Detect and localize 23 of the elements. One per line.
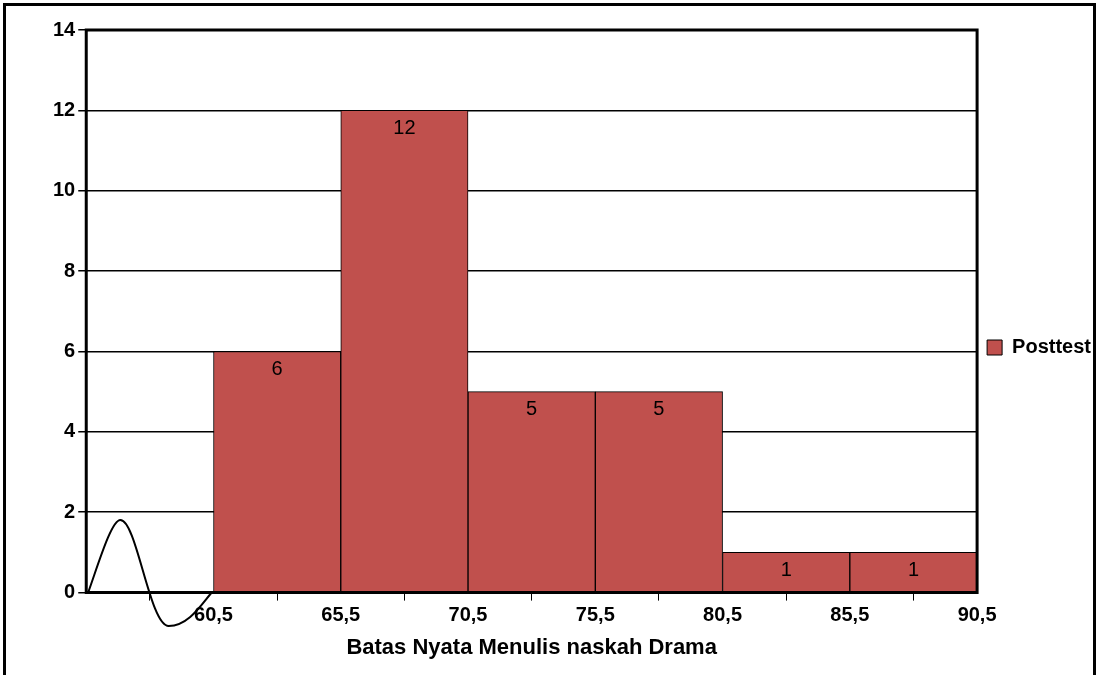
y-tick-label: 0 — [64, 580, 76, 603]
y-tick-label: 14 — [53, 17, 77, 40]
x-tick-label: 70,5 — [448, 603, 488, 626]
x-tick-label: 75,5 — [575, 603, 615, 626]
y-tick-label: 6 — [64, 339, 76, 361]
x-tick-label: 60,5 — [194, 603, 233, 626]
data-label: 5 — [653, 397, 665, 420]
x-tick-label: 65,5 — [321, 603, 361, 626]
data-label: 5 — [526, 397, 538, 420]
y-tick-label: 8 — [64, 258, 76, 281]
x-tick-label: 80,5 — [703, 603, 743, 626]
data-label: 1 — [907, 557, 920, 580]
x-axis-title: Batas Nyata Menulis naskah Drama — [346, 633, 718, 659]
y-tick-label: 4 — [64, 419, 77, 442]
x-tick-label: 90,5 — [957, 603, 997, 626]
legend-label: Posttest — [1012, 335, 1092, 358]
x-tick-label: 85,5 — [830, 603, 870, 626]
data-label: 1 — [780, 557, 792, 580]
data-label: 12 — [393, 115, 416, 138]
data-label: 6 — [271, 357, 283, 379]
y-tick-label: 10 — [53, 178, 76, 201]
y-tick-label: 2 — [64, 499, 76, 522]
y-tick-label: 12 — [53, 97, 76, 120]
